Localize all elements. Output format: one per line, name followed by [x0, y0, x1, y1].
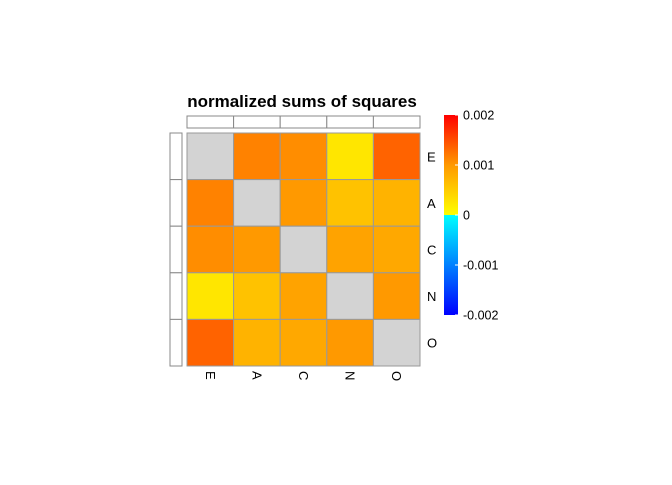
row-label: N: [427, 289, 436, 304]
column-label: A: [249, 371, 264, 380]
heatmap-cell: [186, 225, 235, 274]
colorbar-tick-label: 0: [463, 209, 470, 223]
heatmap-cell: [233, 132, 281, 181]
row-annotation-cell: [169, 179, 183, 227]
heatmap-cell: [279, 272, 328, 320]
heatmap-cell: [279, 225, 328, 274]
heatmap-cell: [233, 225, 281, 274]
row-annotation-cell: [169, 318, 183, 367]
heatmap-cell: [326, 132, 374, 181]
heatmap-cell: [326, 225, 374, 274]
column-annotation-bar: [186, 115, 421, 129]
row-label: O: [427, 336, 437, 351]
chart-title: normalized sums of squares: [187, 92, 417, 111]
heatmap-cell: [233, 318, 281, 367]
row-label: E: [427, 149, 436, 164]
colorbar-tick-label: -0.001: [463, 259, 498, 273]
row-annotation-cell: [169, 225, 183, 274]
heatmap-cell: [186, 272, 235, 320]
colorbar: 0.002 0.001 0 -0.001 -0.002: [444, 109, 498, 323]
row-label: A: [427, 196, 436, 211]
row-annotation-cell: [169, 272, 183, 320]
column-label: C: [296, 371, 311, 380]
row-label: C: [427, 243, 436, 258]
heatmap-cell: [326, 318, 374, 367]
column-label: E: [203, 371, 218, 380]
heatmap-cell: [372, 132, 421, 181]
colorbar-gradient: [444, 115, 458, 315]
colorbar-tick-label: -0.002: [463, 309, 498, 323]
heatmap-cell: [186, 132, 235, 181]
heatmap-cell: [233, 179, 281, 227]
heatmap-cell: [326, 179, 374, 227]
column-label: N: [343, 371, 358, 380]
column-annotation-cell: [326, 115, 374, 129]
heatmap-cell: [372, 318, 421, 367]
column-annotation-cell: [186, 115, 235, 129]
heatmap-cell: [372, 272, 421, 320]
heatmap-cell: [233, 272, 281, 320]
row-labels: E A C N O: [427, 149, 437, 350]
heatmap-cell: [372, 179, 421, 227]
heatmap-cell: [186, 318, 235, 367]
colorbar-tick-label: 0.001: [463, 159, 494, 173]
heatmap-cell: [279, 318, 328, 367]
column-annotation-cell: [233, 115, 281, 129]
column-annotation-cell: [279, 115, 328, 129]
heatmap-cell: [372, 225, 421, 274]
column-label: O: [389, 371, 404, 381]
row-annotation-bar: [169, 132, 183, 367]
heatmap-cell: [186, 179, 235, 227]
heatmap-cells: [186, 132, 421, 367]
heatmap-cell: [326, 272, 374, 320]
colorbar-tick-label: 0.002: [463, 109, 494, 123]
row-annotation-cell: [169, 132, 183, 181]
heatmap-cell: [279, 179, 328, 227]
column-annotation-cell: [372, 115, 421, 129]
heatmap-cell: [279, 132, 328, 181]
